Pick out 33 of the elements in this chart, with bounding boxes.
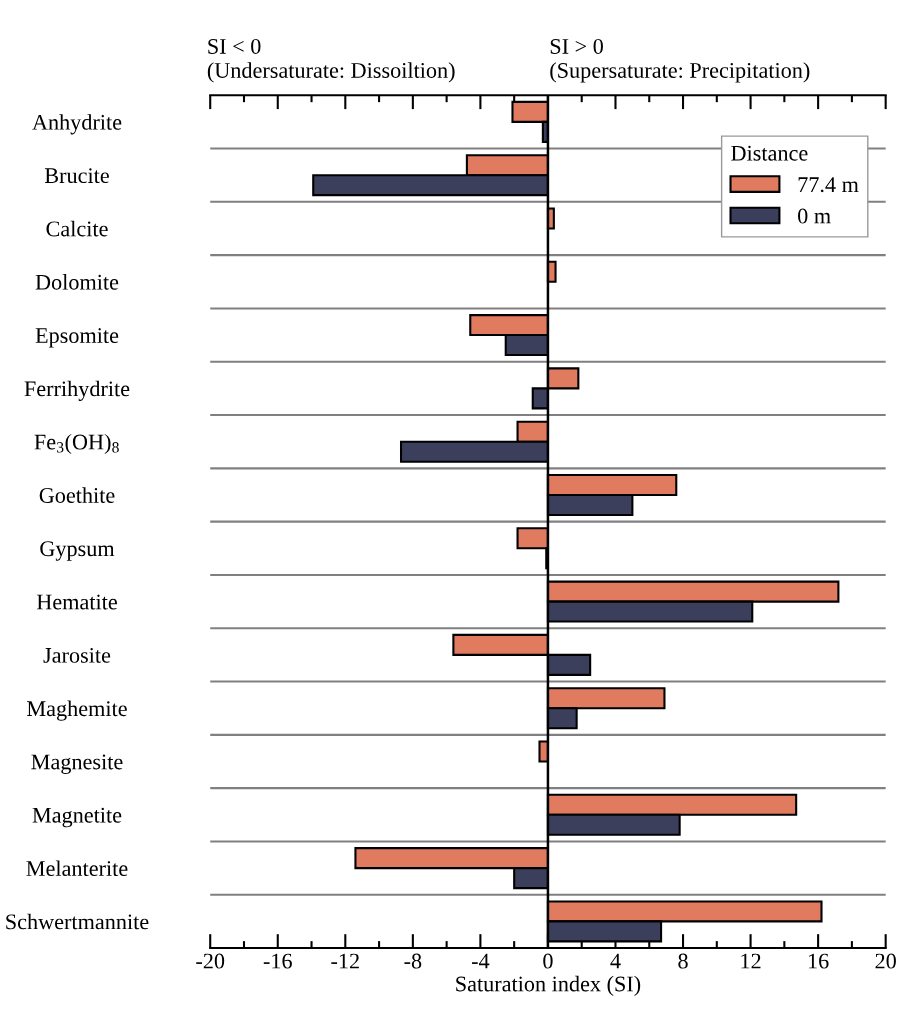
x-tick-label: 20 (875, 953, 896, 969)
y-tick-label: Jarosite (43, 647, 111, 663)
y-tick-label: Schwertmannite (6, 913, 149, 930)
y-tick-label: Brucite (44, 168, 109, 184)
x-tick-label: 4 (610, 953, 621, 969)
legend-label: 77.4 m (798, 177, 859, 193)
x-tick-label: 12 (741, 953, 761, 969)
legend-title: Distance (731, 145, 808, 161)
x-tick-label: -20 (196, 953, 225, 969)
y-tick-label: Melanterite (26, 860, 128, 877)
y-tick-label: Magnesite (31, 754, 123, 774)
x-tick-label: -4 (471, 953, 490, 969)
text: SI > 0 (Supersaturate: Precipitation) (550, 38, 810, 83)
y-tick-label: Magnetite (32, 807, 122, 828)
y-tick-label: Hematite (36, 594, 117, 610)
x-tick-label: -8 (404, 953, 422, 969)
x-tick-label: 16 (808, 953, 829, 969)
x-tick-label: -16 (263, 953, 292, 969)
y-tick-label: Anhydrite (32, 114, 122, 135)
y-tick-label: Calcite (46, 220, 108, 237)
x-axis-title: Saturation index (SI) (456, 975, 641, 996)
x-tick-label: 0 (543, 953, 553, 969)
legend-label: 0 m (798, 208, 831, 224)
text: SI < 0 (Undersaturate: Dissoiltion) (207, 38, 455, 83)
y-tick-label: Epsomite (35, 328, 119, 348)
y-tick-label: Gypsum (40, 541, 115, 561)
x-tick-label: -12 (331, 953, 359, 969)
y-tick-label: Maghemite (27, 700, 127, 721)
x-tick-label: 8 (678, 953, 688, 969)
y-tick-label: Ferrihydrite (24, 380, 130, 401)
y-tick-label: Goethite (39, 487, 115, 503)
y-tick-label: Dolomite (35, 274, 119, 290)
y-tick-label: Fe$_{3}$(OH)$_{8}$ (34, 433, 119, 455)
